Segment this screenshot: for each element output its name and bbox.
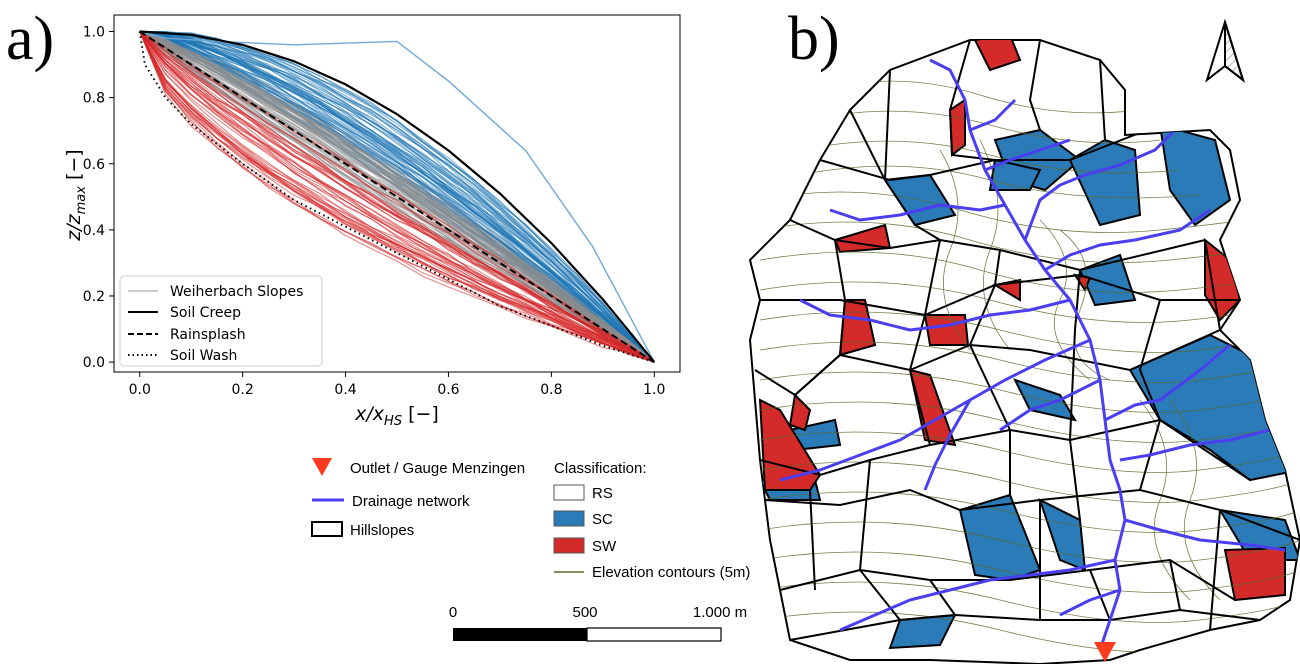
legend-label-soil-creep: Soil Creep: [170, 305, 241, 321]
contour-label: Elevation contours (5m): [592, 564, 750, 581]
slope-line-rs: [139, 30, 655, 363]
x-tick-label: 0.6: [437, 382, 459, 398]
slope-line-sw: [139, 31, 655, 363]
legend-label-soil-wash: Soil Wash: [170, 348, 237, 364]
class-label-rs: RS: [592, 485, 613, 502]
panel-label-a: a): [6, 5, 55, 73]
slope-line-sc: [139, 30, 655, 363]
x-tick-label: 0.2: [232, 382, 254, 398]
slope-line-sw: [139, 31, 655, 363]
slope-line-sw: [139, 31, 655, 363]
slope-line-rs: [139, 31, 655, 363]
panel-label-b: b): [788, 5, 840, 73]
scale-label-0: 0: [449, 604, 457, 621]
outlet-triangle-icon: [312, 458, 332, 476]
y-tick-label: 0.2: [83, 289, 105, 305]
slope-line-sw: [139, 31, 655, 363]
x-tick-label: 0.8: [540, 382, 562, 398]
slope-line-sw: [139, 31, 655, 363]
class-swatch-rs: [553, 484, 585, 501]
slope-line-sw: [139, 31, 655, 363]
slope-line-rs: [139, 31, 655, 363]
x-axis-label: x/xHS [−]: [354, 403, 439, 429]
scale-bar-black: [453, 628, 587, 641]
slope-line-sc: [139, 30, 655, 363]
slope-line-sw: [139, 31, 655, 363]
legend-outlet-label: Outlet / Gauge Menzingen: [350, 460, 525, 477]
y-tick-label: 0.4: [83, 223, 105, 239]
legend-drainage-label: Drainage network: [352, 493, 470, 510]
slope-line-sc: [139, 30, 655, 363]
slope-line-sw: [139, 31, 655, 363]
classification-title: Classification:: [554, 460, 647, 477]
slope-line-rs: [139, 30, 655, 363]
class-label-sw: SW: [592, 538, 617, 555]
rainsplash-curve: [139, 30, 655, 363]
slope-line-sc: [139, 30, 655, 363]
y-tick-label: 1.0: [83, 25, 105, 41]
x-tick-label: 1.0: [643, 382, 665, 398]
hillslope-box-icon: [311, 521, 343, 537]
legend-label-rainsplash: Rainsplash: [170, 327, 246, 343]
slope-line-sw: [139, 31, 655, 363]
north-arrow-icon: [1205, 18, 1245, 83]
slope-line-sw: [139, 31, 655, 363]
legend-hillslopes-label: Hillslopes: [350, 522, 414, 539]
hillslope-profile-chart: 0.0 0.2 0.4 0.6 0.8 1.0 0.0 0.2 0.4 0.6 0.8 1.0 x/x…: [63, 14, 681, 429]
y-tick-label: 0.0: [83, 355, 105, 371]
slope-line-sc: [139, 30, 655, 363]
catchment-map: [748, 18, 1300, 664]
y-tick-label: 0.6: [83, 157, 105, 173]
axis-ticks: 0.0 0.2 0.4 0.6 0.8 1.0 0.0 0.2 0.4 0.6 0.8 1.0: [83, 25, 666, 398]
plot-frame: [113, 14, 681, 373]
slope-line-sw: [139, 31, 655, 363]
scale-bar-white: [586, 627, 722, 642]
class-swatch-sc: [553, 510, 585, 527]
slope-line-sw: [139, 31, 655, 363]
plot-area: [138, 30, 656, 364]
scale-label-500: 500: [572, 604, 597, 621]
y-tick-label: 0.8: [83, 91, 105, 107]
slope-line-sw: [139, 31, 655, 363]
slope-line-rs: [139, 31, 655, 363]
map-legend: Outlet / Gauge Menzingen Drainage networ…: [311, 458, 750, 642]
slope-line-rs: [139, 30, 655, 363]
soil-creep-curve: [139, 30, 656, 363]
y-axis-label: z/zmax[−]: [63, 149, 89, 241]
hillslope-boundaries: [754, 40, 1300, 641]
x-tick-label: 0.4: [334, 382, 356, 398]
legend-label-weiherbach: Weiherbach Slopes: [170, 284, 303, 300]
x-tick-label: 0.0: [129, 382, 151, 398]
drainage-network: [779, 58, 1286, 651]
slope-line-outlier: [139, 30, 655, 363]
slope-line-sc: [139, 30, 655, 363]
soil-wash-curve: [138, 31, 655, 364]
outlet-marker-icon: [1094, 642, 1116, 662]
scale-bar: 0 500 1.000 m: [449, 604, 747, 642]
class-swatch-sw: [553, 537, 585, 554]
scale-label-1000: 1.000 m: [693, 604, 747, 621]
slope-line-sw: [139, 31, 655, 363]
class-label-sc: SC: [592, 511, 613, 528]
slope-line-sw: [139, 31, 655, 363]
chart-legend: Weiherbach Slopes Soil Creep Rainsplash …: [119, 275, 323, 367]
